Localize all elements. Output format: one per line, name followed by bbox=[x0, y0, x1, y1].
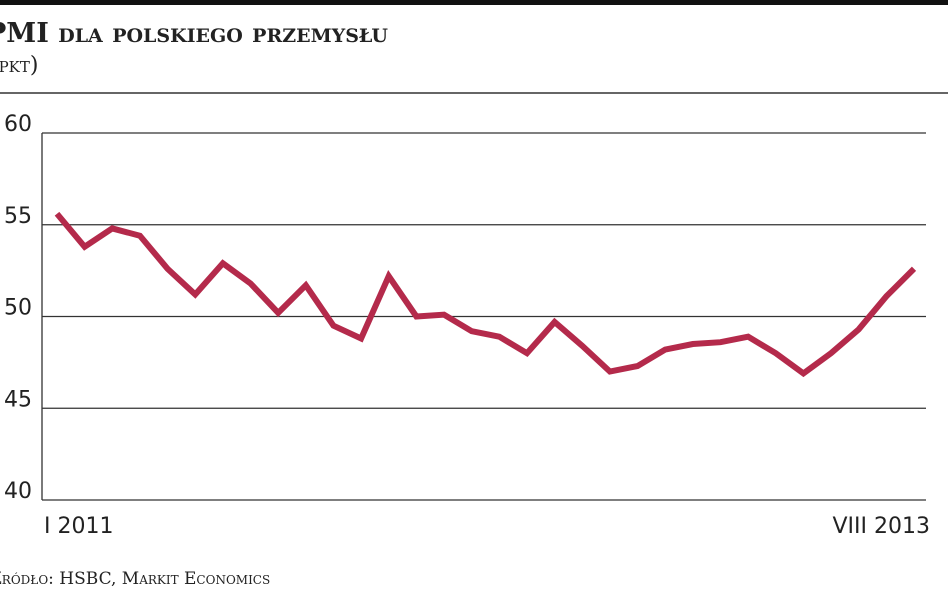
source: Źródło: HSBC, Markit Economics bbox=[0, 568, 270, 589]
top-border bbox=[0, 0, 948, 5]
y-tick-label: 50 bbox=[4, 296, 32, 321]
x-tick-label: I 2011 bbox=[44, 514, 113, 539]
y-tick-label: 45 bbox=[4, 387, 32, 412]
y-tick-label: 40 bbox=[4, 479, 32, 504]
chart-title: PMI dla polskiego przemysłu bbox=[0, 18, 388, 49]
x-tick-label: VIII 2013 bbox=[833, 514, 931, 539]
y-tick-label: 55 bbox=[4, 204, 32, 229]
data-line bbox=[54, 211, 917, 378]
y-tick-label: 60 bbox=[4, 112, 32, 137]
chart-subtitle: (pkt) bbox=[0, 53, 38, 78]
